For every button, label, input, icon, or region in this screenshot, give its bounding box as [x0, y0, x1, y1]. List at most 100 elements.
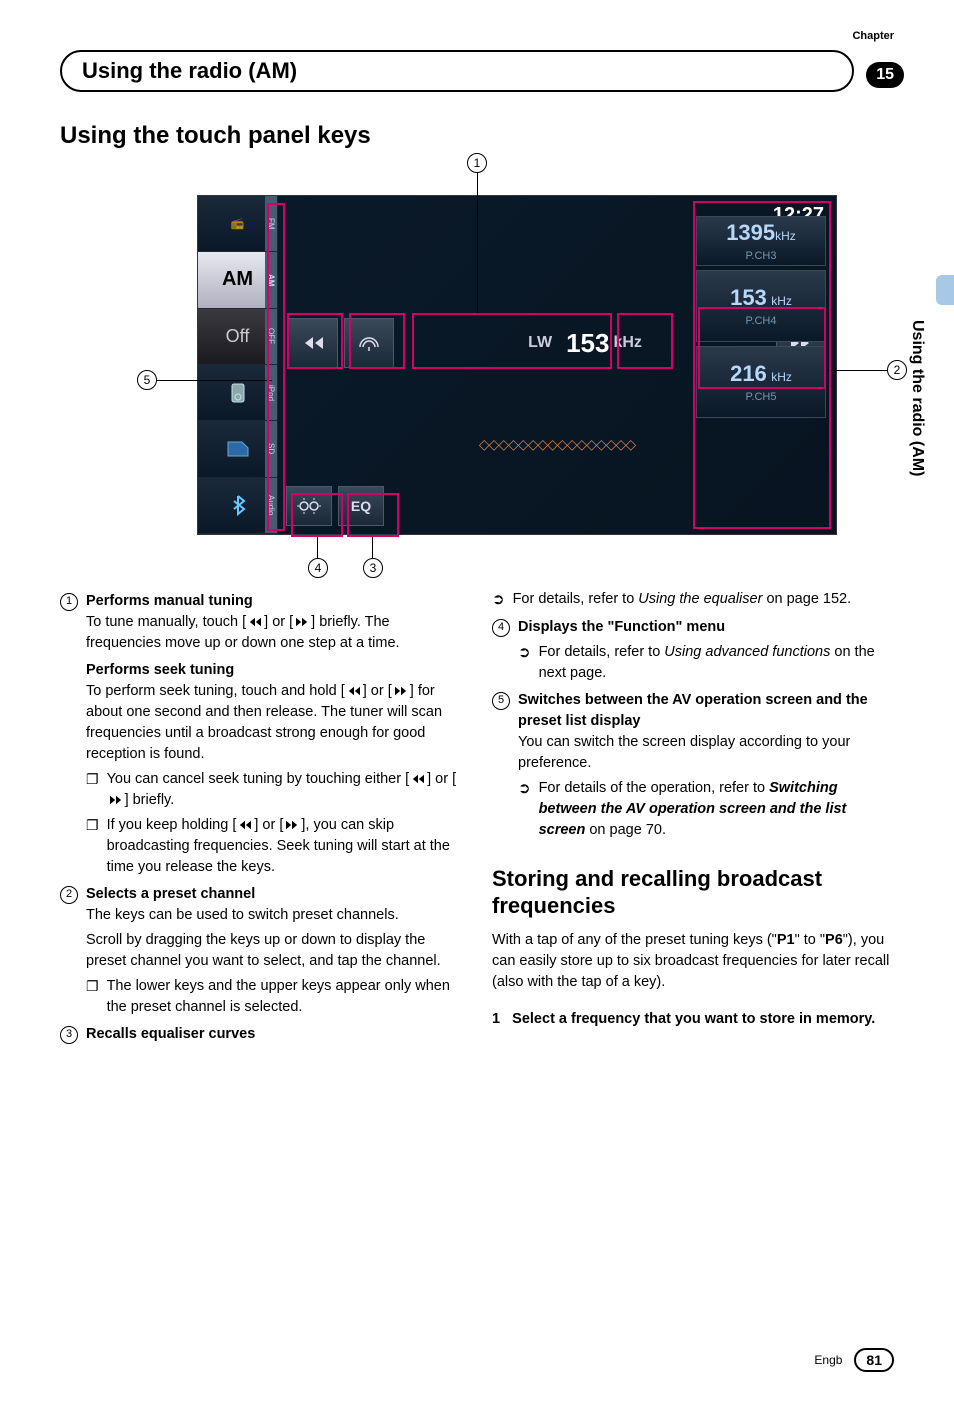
item-4-ref: ➲ For details, refer to Using advanced f… — [518, 642, 894, 684]
eq-button[interactable]: EQ — [338, 486, 384, 526]
touchscreen: 📻 FM AM AM Off OFF iPod SD Audio — [197, 195, 837, 535]
item-1: 1 Performs manual tuning To tune manuall… — [60, 591, 462, 765]
text: With a tap of any of the preset tuning k… — [492, 932, 777, 948]
source-off-label: Off — [226, 326, 250, 347]
section-heading: Using the touch panel keys — [60, 122, 894, 150]
chapter-header: Chapter Using the radio (AM) 15 — [60, 50, 894, 92]
bottom-toolbar: EQ — [286, 486, 384, 526]
callout-1: 1 — [467, 153, 487, 173]
ref-equaliser: ➲ For details, refer to Using the equali… — [492, 589, 894, 611]
text: on page 70. — [585, 822, 666, 838]
bsm-button[interactable] — [344, 318, 394, 368]
box-bullet-icon: ❐ — [86, 769, 99, 811]
refer-arrow-icon: ➲ — [518, 642, 531, 684]
step-1: 1 Select a frequency that you want to st… — [492, 1009, 894, 1030]
preset-ch: P.CH3 — [746, 250, 777, 262]
text: " to " — [795, 932, 825, 948]
item-4-title: Displays the "Function" menu — [518, 619, 725, 635]
storing-intro: With a tap of any of the preset tuning k… — [492, 930, 894, 993]
band-label: LW — [528, 334, 552, 352]
item-2-title: Selects a preset channel — [86, 886, 255, 902]
circled-1: 1 — [60, 593, 78, 611]
text: The lower keys and the upper keys appear… — [107, 976, 462, 1018]
source-ipod[interactable]: iPod — [198, 365, 277, 421]
step-number: 1 — [492, 1011, 500, 1027]
next-icon — [293, 616, 311, 628]
prev-icon — [246, 616, 264, 628]
preset-unit: kHz — [771, 370, 792, 384]
refer-arrow-icon: ➲ — [492, 589, 505, 611]
circled-3: 3 — [60, 1026, 78, 1044]
preset-ch: P.CH5 — [746, 391, 777, 403]
item-2-bullet: ❐ The lower keys and the upper keys appe… — [86, 976, 462, 1018]
callout-line — [372, 535, 373, 560]
source-fm-tab: FM — [265, 196, 277, 251]
ref-title: Using the equaliser — [638, 591, 762, 607]
right-column: ➲ For details, refer to Using the equali… — [492, 585, 894, 1045]
preset-item[interactable]: 1395kHz P.CH3 — [696, 216, 826, 266]
item-1-bullet-2: ❐ If you keep holding [] or [], you can … — [86, 815, 462, 878]
prev-icon — [409, 773, 427, 785]
circled-2: 2 — [60, 886, 78, 904]
text: ] or [ — [363, 683, 392, 699]
text: on page 152. — [762, 591, 851, 607]
step-text: Select a frequency that you want to stor… — [512, 1011, 875, 1027]
source-fm-label: 📻 — [231, 217, 245, 230]
tune-down-button[interactable] — [288, 318, 338, 368]
touchscreen-figure: 📻 FM AM AM Off OFF iPod SD Audio — [117, 165, 837, 565]
left-column: 1 Performs manual tuning To tune manuall… — [60, 585, 462, 1045]
eq-label: EQ — [351, 498, 371, 514]
function-menu-button[interactable] — [286, 486, 332, 526]
text: ] briefly. — [125, 792, 175, 808]
source-fm[interactable]: 📻 FM — [198, 196, 277, 252]
screen-main: 12:27 LW 153 kHz ◇◇◇◇◇◇◇◇◇◇◇◇◇◇◇◇ — [278, 196, 836, 534]
chapter-label: Chapter — [852, 30, 894, 42]
body-columns: 1 Performs manual tuning To tune manuall… — [60, 585, 894, 1045]
next-icon — [283, 819, 301, 831]
preset-list[interactable]: 1395kHz P.CH3 153 kHz P.CH4 216 kHz P.CH… — [696, 236, 826, 418]
preset-ch: P.CH4 — [746, 315, 777, 327]
next-icon — [392, 685, 410, 697]
source-btaudio[interactable]: Audio — [198, 478, 277, 534]
prev-track-icon — [299, 333, 327, 353]
preset-unit: kHz — [771, 294, 792, 308]
text: ] or [ — [254, 817, 283, 833]
item-1-bullet-1: ❐ You can cancel seek tuning by touching… — [86, 769, 462, 811]
refer-arrow-icon: ➲ — [518, 778, 531, 841]
sd-icon — [222, 438, 254, 460]
item-2-p1: The keys can be used to switch preset ch… — [86, 905, 462, 926]
circled-4: 4 — [492, 619, 510, 637]
source-sd-tab: SD — [265, 421, 277, 476]
callout-5: 5 — [137, 370, 157, 390]
p6-label: P6 — [825, 932, 843, 948]
item-1-p2: To perform seek tuning, touch and hold [… — [86, 681, 462, 765]
preset-freq: 1395 — [726, 220, 775, 245]
preset-item[interactable]: 153 kHz P.CH4 — [696, 270, 826, 342]
circled-5: 5 — [492, 692, 510, 710]
prev-icon — [345, 685, 363, 697]
item-1-p1: To tune manually, touch [] or [] briefly… — [86, 612, 462, 654]
item-5-title: Switches between the AV operation screen… — [518, 692, 868, 729]
preset-item[interactable]: 216 kHz P.CH5 — [696, 346, 826, 418]
text: For details, refer to — [513, 591, 639, 607]
callout-3: 3 — [363, 558, 383, 578]
sidebar-tab — [936, 275, 954, 305]
chapter-title-text: Using the radio (AM) — [82, 58, 297, 83]
source-off[interactable]: Off OFF — [198, 309, 277, 365]
text: To tune manually, touch [ — [86, 614, 246, 630]
callout-2: 2 — [887, 360, 907, 380]
item-4: 4 Displays the "Function" menu — [492, 617, 894, 638]
frequency-unit: kHz — [613, 334, 641, 352]
preset-freq: 216 — [730, 361, 767, 386]
lang-code: Engb — [814, 1353, 842, 1367]
ref-title: Using advanced functions — [664, 644, 830, 660]
frequency-scale: ◇◇◇◇◇◇◇◇◇◇◇◇◇◇◇◇ — [418, 436, 696, 454]
next-icon — [107, 794, 125, 806]
source-am[interactable]: AM AM — [198, 252, 277, 308]
source-sd[interactable]: SD — [198, 421, 277, 477]
box-bullet-icon: ❐ — [86, 976, 99, 1018]
item-1-title: Performs manual tuning — [86, 593, 253, 609]
item-5-p1: You can switch the screen display accord… — [518, 732, 894, 774]
source-off-tab: OFF — [265, 309, 277, 364]
box-bullet-icon: ❐ — [86, 815, 99, 878]
